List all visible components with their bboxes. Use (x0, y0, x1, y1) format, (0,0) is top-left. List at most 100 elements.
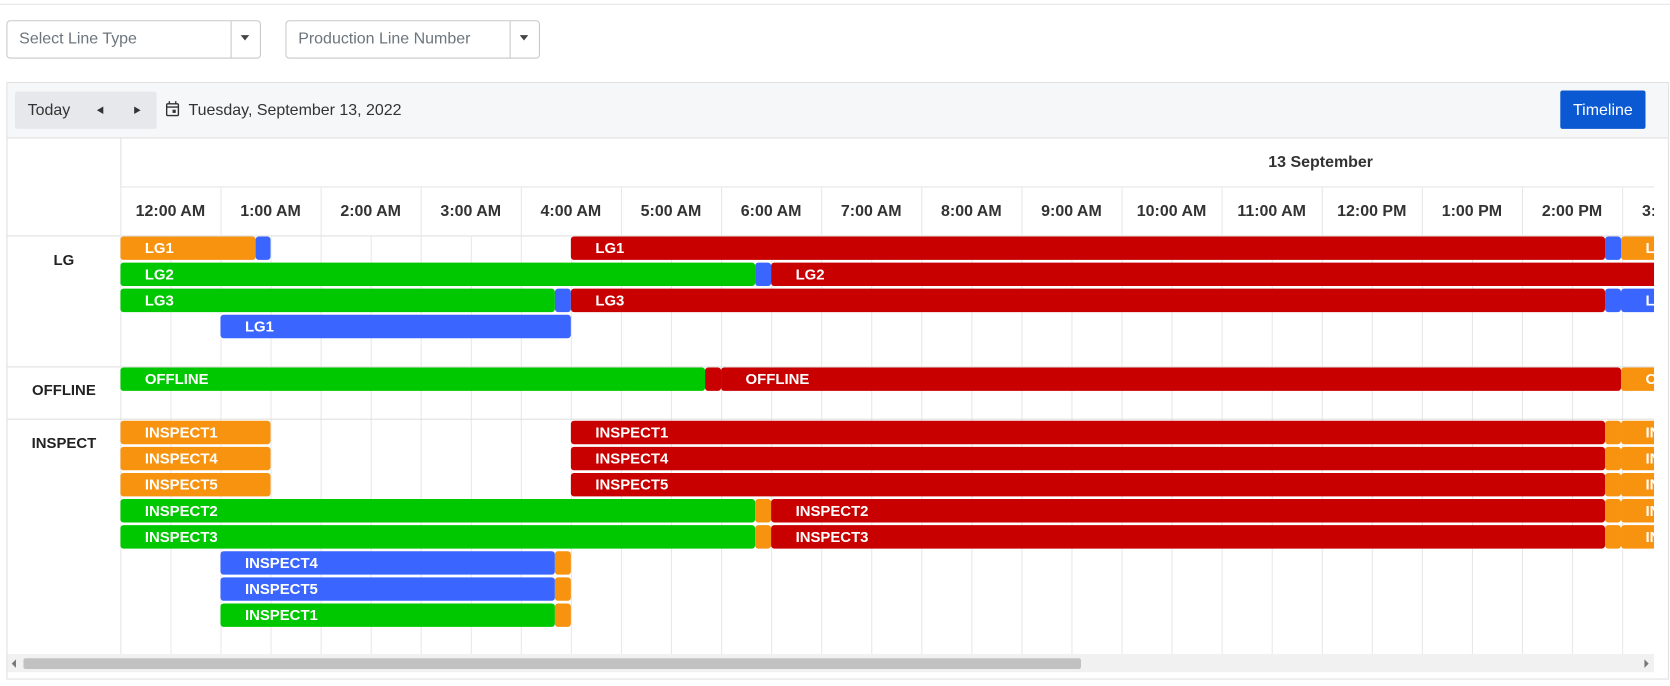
group-label: INSPECT (32, 436, 97, 452)
status-segment[interactable] (1605, 236, 1622, 260)
hour-label: 2:00 PM (1542, 203, 1602, 220)
today-button[interactable]: Today (28, 102, 71, 119)
event-label: LG1 (245, 319, 274, 335)
event-bar[interactable] (120, 446, 271, 471)
timeline-button[interactable] (1560, 90, 1646, 129)
scrollbar-thumb[interactable] (23, 658, 1082, 669)
event-label: INSPECT4 (245, 556, 319, 572)
resource-column: LG OFFLINE INSPECT (32, 253, 97, 452)
event-label: INSPECT4 (1646, 452, 1670, 468)
event-label: INSPECT3 (145, 530, 218, 546)
nav-group (14, 91, 157, 129)
event-bar[interactable] (120, 472, 271, 497)
status-segment[interactable] (1605, 288, 1622, 313)
hour-label: 2:00 AM (340, 203, 401, 220)
status-segment[interactable] (1605, 420, 1622, 445)
event-bar[interactable] (120, 288, 555, 313)
event-label: OFFLINE (1646, 372, 1670, 388)
event-bar[interactable] (1621, 499, 1670, 523)
hour-label: 3:00 AM (440, 203, 501, 220)
event-bar[interactable] (1621, 288, 1670, 313)
event-bar[interactable] (570, 472, 1606, 497)
timeline-body: 12:00 AM 1:00 AM 2:00 AM 3:00 AM 4:00 AM 5:00… (120, 187, 1670, 655)
event-label: OFFLINE (746, 372, 810, 388)
day-header: 13 September (1268, 154, 1373, 171)
event-bar[interactable] (120, 420, 271, 445)
event-bar[interactable] (570, 446, 1606, 471)
event-label: LG3 (145, 293, 174, 309)
status-segment[interactable] (705, 367, 722, 391)
hour-label: 12:00 PM (1337, 203, 1406, 220)
event-bar[interactable] (771, 499, 1606, 523)
event-label: INSPECT2 (145, 504, 218, 520)
event-bar[interactable] (1621, 367, 1670, 391)
event-label: LG2 (145, 267, 174, 283)
event-bar[interactable] (120, 367, 706, 391)
hour-label: 9:00 AM (1041, 203, 1102, 220)
event-label: INSPECT5 (595, 478, 668, 494)
status-segment[interactable] (554, 288, 571, 313)
event-bar[interactable] (220, 577, 555, 601)
event-bar[interactable] (120, 525, 756, 549)
status-segment[interactable] (1605, 446, 1622, 471)
line-type-dropdown[interactable]: Select Line Type (6, 20, 261, 59)
status-segment[interactable] (1605, 472, 1622, 497)
event-label: INSPECT3 (1646, 530, 1670, 546)
event-label: LG1 (145, 241, 174, 257)
event-bar[interactable] (220, 551, 555, 575)
event-bar[interactable] (721, 367, 1622, 391)
event-bar[interactable] (120, 499, 756, 523)
hour-label: 7:00 AM (841, 203, 902, 220)
event-label: LG1 (1646, 241, 1670, 257)
event-bar[interactable] (771, 525, 1606, 549)
status-segment[interactable] (1605, 499, 1622, 523)
event-bar[interactable] (1621, 446, 1670, 471)
event-label: OFFLINE (145, 372, 209, 388)
event-bar[interactable] (1621, 420, 1670, 445)
hour-label: 5:00 AM (641, 203, 702, 220)
status-segment[interactable] (554, 551, 571, 575)
status-segment[interactable] (755, 262, 772, 287)
event-label: INSPECT2 (796, 504, 869, 520)
toolbar (7, 83, 1668, 138)
event-bar[interactable] (1621, 525, 1670, 549)
hour-label: 12:00 AM (136, 203, 206, 220)
event-bar[interactable] (771, 262, 1670, 287)
event-bar[interactable] (570, 288, 1606, 313)
hour-label: 8:00 AM (941, 203, 1002, 220)
scroll-right[interactable] (1644, 659, 1649, 668)
group-label: OFFLINE (32, 383, 96, 399)
status-segment[interactable] (1605, 525, 1622, 549)
hour-label: 11:00 AM (1237, 203, 1306, 220)
event-bar[interactable] (220, 314, 571, 339)
event-bar[interactable] (220, 603, 555, 627)
status-segment[interactable] (255, 236, 271, 260)
event-bar[interactable] (1621, 236, 1670, 260)
event-label: INSPECT2 (1646, 504, 1670, 520)
dropdown-placeholder: Select Line Type (19, 31, 137, 48)
hour-label: 3:00 PM (1642, 203, 1670, 220)
next-button[interactable] (134, 106, 141, 114)
status-segment[interactable] (755, 499, 772, 523)
event-label: LG3 (595, 293, 624, 309)
prev-button[interactable] (96, 106, 104, 114)
event-bar[interactable] (570, 420, 1606, 445)
event-bar[interactable] (120, 236, 256, 260)
timeline-button-label: Timeline (1573, 102, 1633, 119)
status-segment[interactable] (554, 603, 571, 627)
status-segment[interactable] (755, 525, 772, 549)
hour-label: 6:00 AM (741, 203, 802, 220)
event-label: INSPECT5 (1646, 478, 1670, 494)
event-bar[interactable] (1621, 472, 1670, 497)
event-label: LG1 (595, 241, 624, 257)
group-label: LG (54, 253, 75, 269)
current-date[interactable]: Tuesday, September 13, 2022 (189, 102, 402, 119)
scroll-left[interactable] (11, 659, 16, 668)
event-bar[interactable] (120, 262, 756, 287)
event-label: INSPECT5 (245, 582, 318, 598)
status-segment[interactable] (554, 577, 571, 601)
line-number-dropdown[interactable]: Production Line Number (285, 20, 540, 59)
event-bar[interactable] (570, 236, 1606, 260)
